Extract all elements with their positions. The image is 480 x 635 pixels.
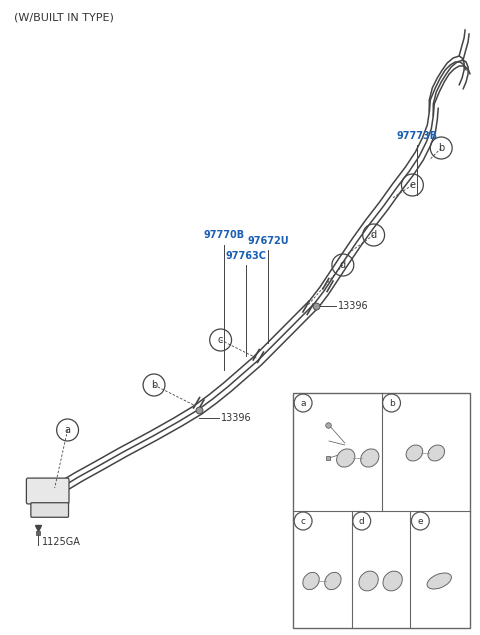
Text: 97672U: 97672U <box>248 236 289 246</box>
Ellipse shape <box>360 449 379 467</box>
Text: 97793E: 97793E <box>432 516 470 526</box>
Text: a: a <box>300 399 306 408</box>
Text: b: b <box>151 380 157 390</box>
Text: c: c <box>218 335 223 345</box>
Text: 97623A: 97623A <box>305 436 341 446</box>
Ellipse shape <box>383 571 402 591</box>
Bar <box>293 393 470 628</box>
Text: 13396: 13396 <box>338 301 369 311</box>
Text: e: e <box>409 180 415 190</box>
Text: d: d <box>371 230 377 240</box>
Text: e: e <box>418 516 423 526</box>
Text: a: a <box>65 425 71 435</box>
Text: 97793C: 97793C <box>315 516 353 526</box>
Text: 97857: 97857 <box>305 420 334 429</box>
Text: b: b <box>389 399 395 408</box>
Ellipse shape <box>303 572 319 590</box>
Text: d: d <box>340 260 346 270</box>
FancyBboxPatch shape <box>26 478 69 504</box>
Ellipse shape <box>428 445 444 461</box>
FancyBboxPatch shape <box>31 503 69 518</box>
Text: 13396: 13396 <box>221 413 251 423</box>
Ellipse shape <box>324 572 341 590</box>
Text: 1125GA: 1125GA <box>42 537 81 547</box>
Text: 97781C: 97781C <box>373 516 412 526</box>
Text: b: b <box>438 143 444 153</box>
Text: 97856B: 97856B <box>305 453 340 462</box>
Ellipse shape <box>359 571 378 591</box>
Text: 97773B: 97773B <box>397 131 438 141</box>
Text: (W/BUILT IN TYPE): (W/BUILT IN TYPE) <box>14 12 114 22</box>
Text: 97770B: 97770B <box>203 230 244 240</box>
Text: d: d <box>359 516 365 526</box>
Text: 97797D: 97797D <box>404 399 443 408</box>
Text: c: c <box>300 516 306 526</box>
Text: 97763C: 97763C <box>226 251 267 261</box>
Ellipse shape <box>427 573 451 589</box>
Ellipse shape <box>336 449 355 467</box>
Ellipse shape <box>406 445 423 461</box>
